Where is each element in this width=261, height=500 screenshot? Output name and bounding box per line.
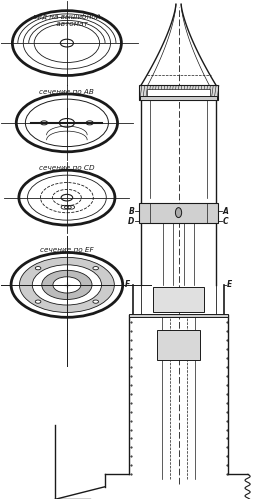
Bar bbox=[129, 314, 228, 318]
Text: C: C bbox=[223, 216, 228, 226]
Text: сечение по AB: сечение по AB bbox=[39, 90, 94, 96]
Ellipse shape bbox=[32, 265, 102, 305]
Bar bbox=[139, 86, 218, 100]
Ellipse shape bbox=[35, 300, 41, 304]
Bar bbox=[147, 89, 210, 100]
Bar bbox=[140, 96, 217, 100]
Text: сечение по CD: сечение по CD bbox=[39, 165, 95, 171]
Text: сечение по EF: сечение по EF bbox=[40, 247, 94, 253]
Ellipse shape bbox=[53, 277, 81, 293]
Text: B: B bbox=[128, 206, 134, 216]
Ellipse shape bbox=[20, 258, 114, 312]
Text: вид на вышибной
     автомат: вид на вышибной автомат bbox=[33, 13, 101, 27]
Text: F: F bbox=[125, 280, 130, 289]
Text: E: E bbox=[227, 280, 232, 289]
Bar bbox=[157, 330, 200, 360]
Text: D: D bbox=[128, 216, 134, 226]
Ellipse shape bbox=[35, 266, 41, 270]
Ellipse shape bbox=[93, 300, 98, 304]
Ellipse shape bbox=[42, 270, 92, 300]
Ellipse shape bbox=[175, 208, 182, 218]
Bar bbox=[153, 287, 204, 312]
Bar bbox=[139, 202, 218, 222]
Ellipse shape bbox=[93, 266, 98, 270]
Text: A: A bbox=[223, 206, 229, 216]
Bar bbox=[140, 202, 217, 206]
